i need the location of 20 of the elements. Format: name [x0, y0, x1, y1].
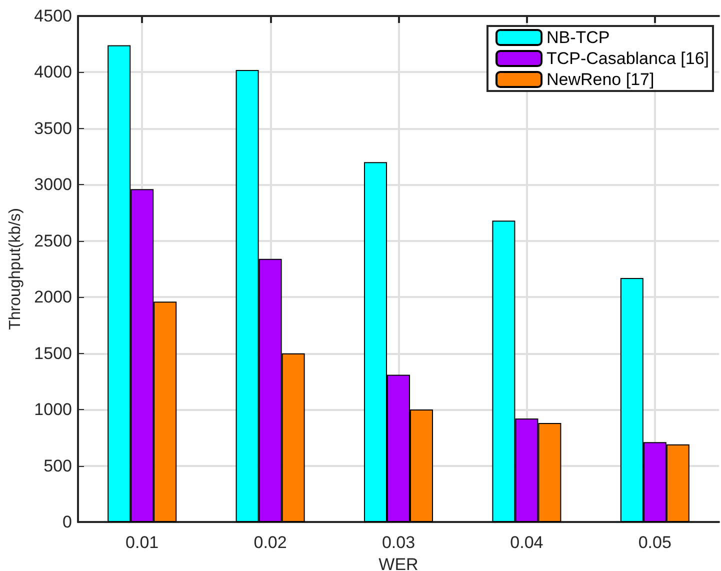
x-tick-label: 0.03: [382, 533, 416, 552]
x-tick-label: 0.02: [254, 533, 287, 552]
y-tick-label: 4500: [34, 6, 72, 26]
x-tick-label: 0.04: [510, 533, 544, 552]
x-tick-label: 0.01: [126, 533, 159, 552]
y-tick-label: 3000: [34, 175, 72, 194]
y-tick-label: 500: [44, 456, 72, 476]
y-tick-label: 0: [62, 512, 72, 532]
legend-label: TCP-Casablanca [16]: [546, 49, 710, 68]
y-tick-label: 2500: [34, 231, 72, 250]
x-axis-title: WER: [378, 554, 418, 571]
legend-label: NB-TCP: [546, 28, 610, 47]
y-tick-label: 2000: [34, 288, 72, 307]
y-tick-label: 4000: [34, 62, 72, 82]
y-tick-label: 1000: [34, 400, 72, 420]
y-tick-label: 3500: [34, 118, 72, 138]
x-tick-label: 0.05: [638, 533, 672, 552]
legend-label: NewReno [17]: [546, 70, 654, 89]
y-axis-title: Throughput(kb/s): [6, 208, 24, 330]
y-tick-label: 1500: [34, 344, 72, 363]
